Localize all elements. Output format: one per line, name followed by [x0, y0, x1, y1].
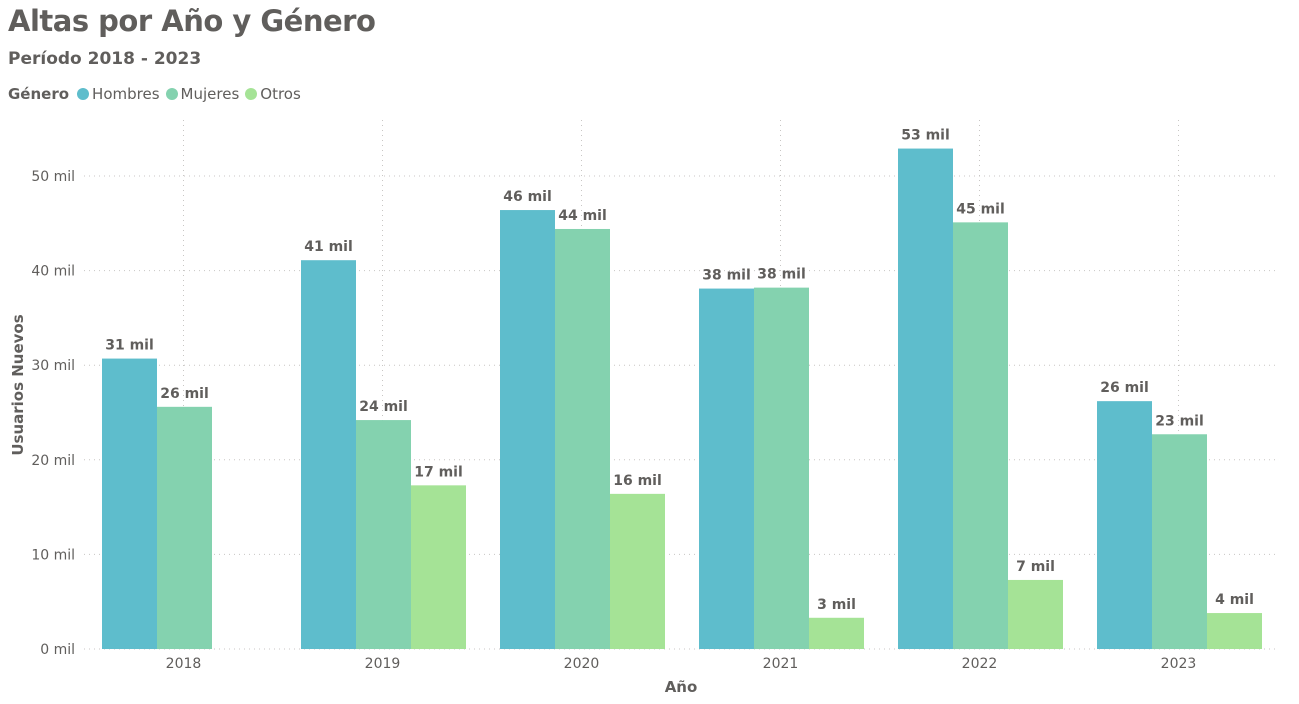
bar-hombres-2021[interactable]: [699, 288, 754, 649]
x-tick-label: 2022: [962, 656, 998, 672]
bar-otros-2019[interactable]: [411, 485, 466, 649]
x-tick-label: 2018: [166, 656, 202, 672]
bar-otros-2023[interactable]: [1207, 613, 1262, 649]
data-label: 16 mil: [613, 473, 662, 489]
legend-label: Hombres: [92, 85, 160, 103]
data-label: 31 mil: [105, 338, 154, 354]
bar-hombres-2020[interactable]: [500, 210, 555, 649]
x-tick-label: 2020: [564, 656, 600, 672]
bar-mujeres-2018[interactable]: [157, 406, 212, 649]
legend-label: Otros: [260, 85, 301, 103]
bar-mujeres-2022[interactable]: [953, 222, 1008, 649]
data-label: 3 mil: [817, 597, 856, 613]
x-axis-title: Año: [665, 678, 698, 696]
data-label: 38 mil: [702, 268, 751, 284]
legend: Género Hombres Mujeres Otros: [8, 85, 307, 103]
bar-mujeres-2020[interactable]: [555, 228, 610, 649]
legend-marker-icon: [245, 88, 258, 100]
bar-hombres-2018[interactable]: [102, 358, 157, 649]
chart-subtitle: Período 2018 - 2023: [8, 49, 202, 69]
data-label: 4 mil: [1215, 592, 1254, 608]
x-tick-label: 2021: [763, 656, 799, 672]
bar-hombres-2019[interactable]: [301, 260, 356, 649]
bar-mujeres-2019[interactable]: [356, 420, 411, 649]
legend-item-mujeres[interactable]: Mujeres: [165, 85, 240, 103]
data-label: 53 mil: [901, 128, 950, 144]
data-label: 44 mil: [558, 208, 607, 224]
legend-item-hombres[interactable]: Hombres: [77, 85, 160, 103]
bar-hombres-2023[interactable]: [1097, 401, 1152, 649]
data-label: 24 mil: [359, 399, 408, 415]
data-label: 46 mil: [503, 189, 552, 205]
legend-label: Mujeres: [180, 85, 240, 103]
bar-otros-2020[interactable]: [610, 493, 665, 649]
y-tick-label: 30 mil: [31, 358, 75, 374]
data-label: 41 mil: [304, 239, 353, 255]
x-tick-label: 2019: [365, 656, 401, 672]
data-label: 23 mil: [1155, 413, 1204, 429]
x-tick-label: 2023: [1161, 656, 1197, 672]
y-tick-label: 50 mil: [31, 169, 75, 185]
data-label: 7 mil: [1016, 559, 1055, 575]
legend-marker-icon: [165, 88, 178, 100]
bar-mujeres-2023[interactable]: [1152, 434, 1207, 649]
legend-item-otros[interactable]: Otros: [245, 85, 301, 103]
bar-mujeres-2021[interactable]: [754, 287, 809, 649]
data-label: 26 mil: [1100, 380, 1149, 396]
y-axis-title: Usuarios Nuevos: [9, 314, 27, 455]
bar-otros-2021[interactable]: [809, 617, 864, 649]
bar-hombres-2022[interactable]: [898, 148, 953, 650]
y-tick-label: 0 mil: [40, 642, 75, 658]
y-tick-label: 40 mil: [31, 264, 75, 280]
bar-otros-2022[interactable]: [1008, 579, 1063, 649]
legend-marker-icon: [77, 88, 90, 100]
data-label: 17 mil: [414, 464, 463, 480]
y-tick-label: 10 mil: [31, 547, 75, 563]
data-label: 26 mil: [160, 386, 209, 402]
y-tick-label: 20 mil: [31, 453, 75, 469]
data-label: 38 mil: [757, 267, 806, 283]
legend-title: Género: [8, 85, 70, 103]
chart-title: Altas por Año y Género: [8, 4, 376, 38]
data-label: 45 mil: [956, 201, 1005, 217]
